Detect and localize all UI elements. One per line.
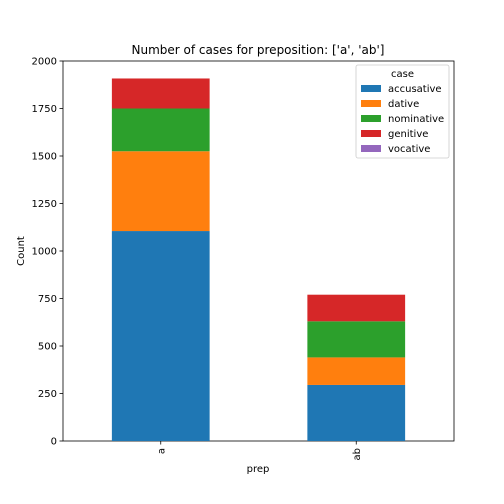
legend-label-genitive: genitive: [388, 129, 428, 140]
legend-label-dative: dative: [388, 99, 419, 110]
x-axis-label: prep: [247, 464, 270, 475]
legend: case accusative dative nominative genitive vo…: [355, 64, 450, 159]
legend-swatch-genitive: [361, 130, 381, 137]
bar-a-genitive: [111, 78, 210, 109]
legend-swatch-nominative: [361, 115, 381, 122]
y-tick-label: 750: [38, 294, 57, 305]
legend-label-vocative: vocative: [388, 144, 430, 155]
legend-label-nominative: nominative: [388, 114, 444, 125]
y-tick-label: 1000: [32, 247, 57, 258]
x-tick-label: ab: [352, 448, 363, 460]
legend-swatch-vocative: [361, 145, 381, 152]
y-tick-label: 0: [51, 437, 57, 448]
y-tick-label: 500: [38, 342, 57, 353]
y-tick-label: 250: [38, 389, 57, 400]
legend-swatch-accusative: [361, 85, 381, 92]
legend-swatch-dative: [361, 100, 381, 107]
bar-a-nominative: [111, 108, 210, 152]
y-axis: 0 250 500 750 1000 1250 1500 1750 2000: [32, 57, 63, 448]
x-axis: a ab: [156, 441, 363, 460]
x-tick-label: a: [156, 448, 167, 454]
bar-ab-nominative: [307, 321, 406, 358]
legend-label-accusative: accusative: [388, 84, 442, 95]
y-tick-label: 1750: [32, 104, 57, 115]
bar-a-dative: [111, 151, 210, 232]
bar-ab-genitive: [307, 294, 406, 322]
y-tick-label: 1250: [32, 199, 57, 210]
legend-title: case: [391, 69, 414, 80]
y-tick-label: 1500: [32, 152, 57, 163]
y-axis-label: Count: [16, 236, 27, 266]
y-tick-label: 2000: [32, 57, 57, 68]
bar-a-accusative: [111, 231, 210, 441]
chart-title: Number of cases for preposition: ['a', '…: [132, 43, 385, 57]
bar-ab-dative: [307, 357, 406, 385]
bars: [111, 78, 406, 441]
bar-ab-accusative: [307, 384, 406, 441]
